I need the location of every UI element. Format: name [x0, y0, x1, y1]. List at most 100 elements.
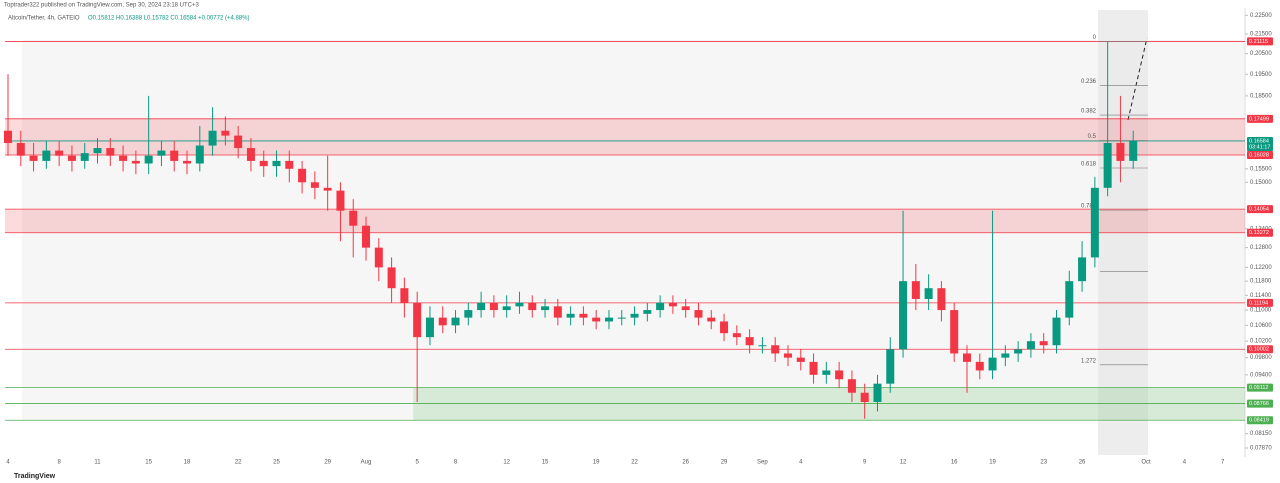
candle-body: [221, 130, 230, 136]
candle-body: [183, 160, 192, 164]
x-tick-label: 12: [503, 460, 510, 466]
y-tick-label: 0.20500: [1250, 51, 1272, 57]
x-tick-label: 26: [1079, 460, 1086, 466]
candle-body: [1001, 353, 1010, 358]
price-badge: [1247, 114, 1273, 123]
x-tick-label: 7: [1221, 460, 1225, 466]
candle-body: [195, 145, 204, 164]
y-tick-label: 0.08150: [1250, 431, 1272, 437]
candle-body: [55, 150, 64, 156]
price-badge: [1247, 298, 1273, 307]
x-tick-label: 22: [631, 460, 638, 466]
candle-body: [668, 302, 677, 307]
candle-body: [886, 349, 895, 384]
price-badge-label: 0.13272: [1249, 230, 1269, 236]
x-tick-label: 26: [682, 460, 689, 466]
price-badge-label: 0.09112: [1249, 385, 1268, 391]
price-badge: [1247, 383, 1273, 392]
header: Toptrader322 published on TradingView.co…: [4, 3, 200, 9]
zone: [5, 209, 1245, 233]
candle-body: [246, 148, 255, 161]
fib-label: 0.382: [1081, 109, 1097, 115]
y-tick-label: 0.15500: [1250, 166, 1272, 172]
y-tick-label: 0.11000: [1250, 308, 1272, 314]
x-tick-label: 19: [989, 460, 996, 466]
candle-body: [988, 357, 997, 371]
price-badge-label: 0.11194: [1249, 300, 1268, 306]
x-tick-label: 8: [454, 460, 458, 466]
price-badge: [1247, 205, 1273, 214]
candle-body: [310, 182, 319, 188]
candle-body: [413, 302, 422, 338]
candle-body: [119, 155, 128, 161]
zone: [5, 118, 1245, 155]
candle-body: [425, 317, 434, 338]
candle-body: [285, 160, 294, 169]
x-tick-label: 16: [951, 460, 958, 466]
candle-body: [1129, 140, 1138, 161]
x-tick-label: 29: [721, 460, 728, 466]
candle-body: [579, 313, 588, 318]
x-tick-label: 15: [145, 460, 152, 466]
x-tick-label: Aug: [361, 460, 372, 466]
symbol: Altcoin/Tether, 4h, GATEIO: [8, 16, 80, 22]
y-tick-label: 0.22500: [1250, 13, 1272, 19]
candle-body: [259, 160, 268, 167]
price-badge-label: 0.17499: [1249, 116, 1269, 122]
candle-body: [451, 317, 460, 326]
candle-body: [387, 267, 396, 289]
candle-body: [106, 148, 115, 156]
x-tick-label: Sep: [757, 460, 768, 466]
x-tick-label: 9: [863, 460, 867, 466]
price-badge: [1247, 37, 1273, 46]
price-badge-label: 0.14054: [1249, 207, 1269, 213]
fib-label: 0: [1093, 35, 1097, 41]
candle-body: [745, 337, 754, 346]
candle-body: [1078, 257, 1087, 282]
candle-body: [541, 306, 550, 311]
fib-label: 0.618: [1081, 162, 1097, 168]
countdown: 03:41:17: [1249, 144, 1270, 150]
candle-body: [592, 317, 601, 322]
range-shade: [22, 40, 1245, 420]
candle-body: [477, 302, 486, 311]
candle-body: [1014, 349, 1023, 354]
x-tick-label: 4: [1183, 460, 1187, 466]
x-tick-label: 29: [324, 460, 331, 466]
candle-body: [80, 153, 89, 161]
candle-body: [758, 345, 767, 347]
candle-body: [349, 210, 358, 226]
candle-body: [362, 225, 371, 248]
price-badge-label: 0.16584: [1249, 138, 1269, 144]
candle-body: [962, 353, 971, 362]
candle-body: [157, 150, 166, 156]
candle-body: [323, 187, 332, 191]
y-tick-label: 0.18500: [1250, 93, 1272, 99]
price-badge-label: 0.10002: [1249, 347, 1269, 353]
candle-body: [93, 148, 102, 154]
candle-body: [950, 310, 959, 354]
candle-body: [298, 168, 307, 183]
candle-body: [937, 288, 946, 311]
candle-body: [860, 392, 869, 402]
candle-body: [553, 306, 562, 318]
candle-body: [234, 135, 243, 149]
price-badge-label: 0.08766: [1249, 401, 1269, 407]
x-tick-label: 22: [235, 460, 242, 466]
candle-body: [515, 302, 524, 307]
candle-body: [975, 361, 984, 371]
candle-body: [170, 150, 179, 161]
candle-body: [809, 361, 818, 375]
candle-body: [1103, 143, 1112, 188]
projection-path: [1127, 37, 1148, 121]
y-tick-label: 0.12200: [1250, 265, 1272, 271]
price-badge: [1247, 150, 1273, 159]
candle-body: [924, 288, 933, 299]
y-tick-label: 0.15000: [1250, 180, 1272, 186]
y-tick-label: 0.09800: [1250, 355, 1272, 361]
y-tick-label: 0.21500: [1250, 32, 1272, 38]
candle-body: [42, 150, 51, 161]
candle-body: [400, 288, 409, 303]
y-tick-label: 0.09400: [1250, 372, 1272, 378]
